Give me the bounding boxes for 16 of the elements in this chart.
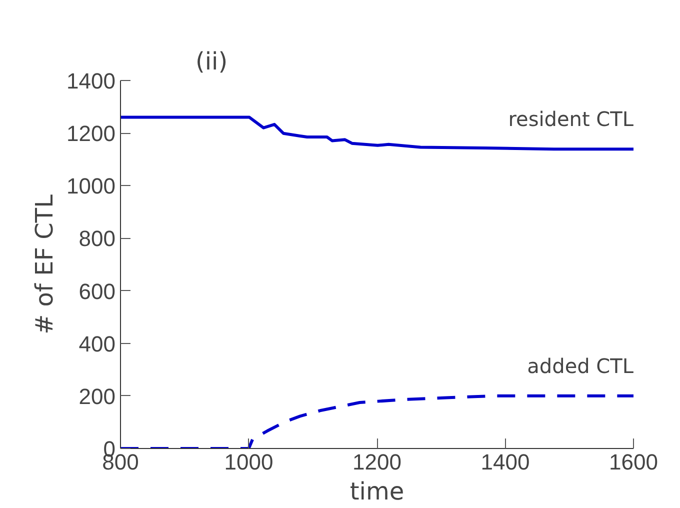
x-tick-label: 1400 bbox=[480, 450, 530, 474]
series-label: added CTL bbox=[527, 354, 634, 378]
series-label: resident CTL bbox=[508, 107, 634, 132]
x-tick-label: 1600 bbox=[609, 450, 658, 474]
y-tick-label: 200 bbox=[78, 384, 116, 409]
y-tick-label: 600 bbox=[78, 278, 116, 304]
x-tick-label: 1200 bbox=[352, 450, 402, 474]
y-axis-title: # of EF CTL bbox=[30, 194, 59, 334]
chart-title: (ii) bbox=[196, 48, 228, 76]
y-tick-label: 800 bbox=[78, 226, 116, 252]
y-tick-label: 1400 bbox=[66, 68, 116, 94]
x-tick-label: 1000 bbox=[224, 450, 274, 474]
y-tick-label: 400 bbox=[78, 331, 116, 356]
x-axis-title: time bbox=[350, 478, 404, 506]
y-tick-label: 1000 bbox=[66, 174, 116, 199]
y-tick-label: 1200 bbox=[66, 121, 116, 146]
